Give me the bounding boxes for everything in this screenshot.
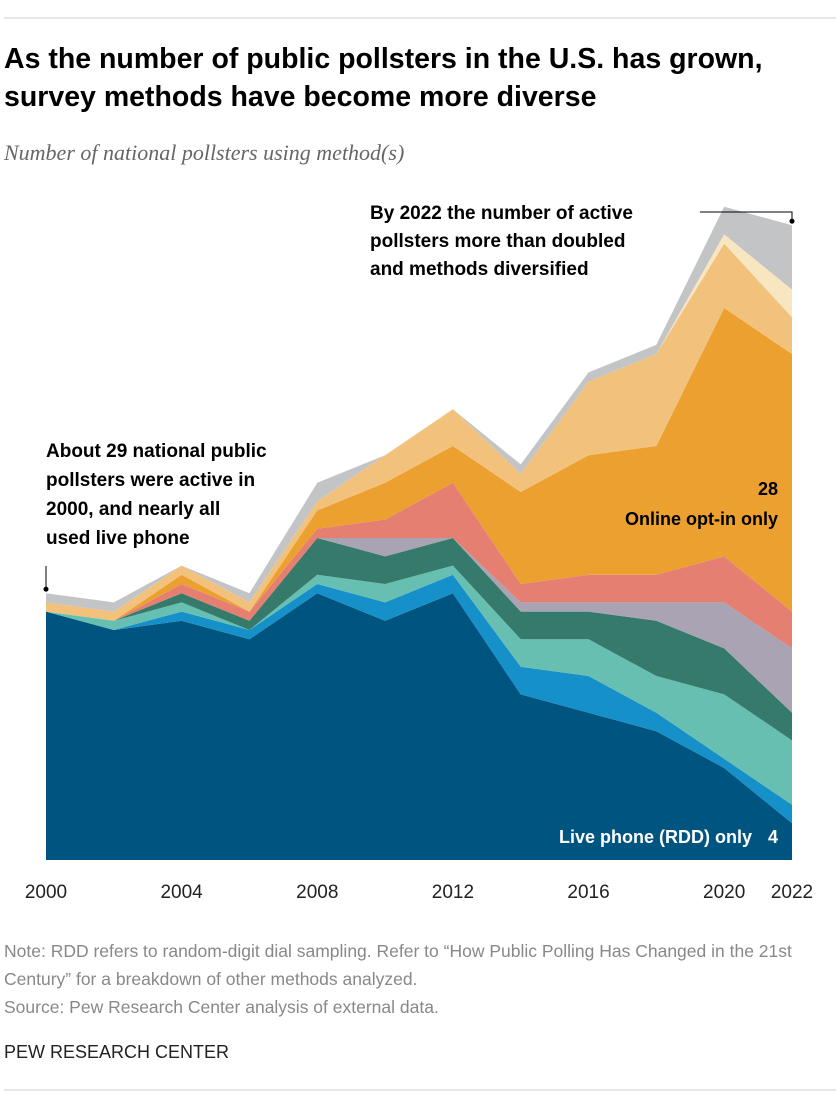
note-text: Note: RDD refers to random-digit dial sa… [4,941,792,989]
leader-line [700,211,793,222]
annotation: pollsters were active in [46,470,255,491]
series-label: Online opt-in only [625,509,778,529]
area [46,565,792,805]
source-text: Source: Pew Research Center analysis of … [4,997,439,1017]
chart-subtitle: Number of national pollsters using metho… [4,140,405,165]
chart-title: As the number of public pollsters in the… [4,43,763,113]
x-tick-label: 2020 [703,882,745,903]
annotation: used live phone [46,528,190,549]
annotation: 2000, and nearly all [46,499,220,520]
x-tick-label: 2016 [567,882,609,903]
area [46,482,792,649]
note: Note: RDD refers to random-digit dial sa… [4,937,824,1021]
series-value-label: 28 [758,479,778,499]
x-tick-label: 2022 [771,882,813,903]
annotation: About 29 national public [46,441,267,462]
x-tick-label: 2008 [296,882,338,903]
leader-dot [43,586,49,592]
footer: PEW RESEARCH CENTER [4,1042,230,1062]
annotation: By 2022 the number of active [370,203,633,224]
series-value-label: 4 [768,827,778,847]
annotation: and methods diversified [370,259,589,280]
leader-dot [789,218,795,224]
areas [46,206,792,860]
area [46,593,792,860]
annotation: pollsters more than doubled [370,231,625,252]
x-tick-label: 2000 [25,882,67,903]
overlay: 2000 2004 2008 2012 2016 2020 2022 28 Online opt… [25,203,813,903]
area [46,538,792,741]
area [46,243,792,621]
x-tick-label: 2012 [432,882,474,903]
x-tick-label: 2004 [160,882,203,903]
series-label: Live phone (RDD) only [559,827,752,847]
